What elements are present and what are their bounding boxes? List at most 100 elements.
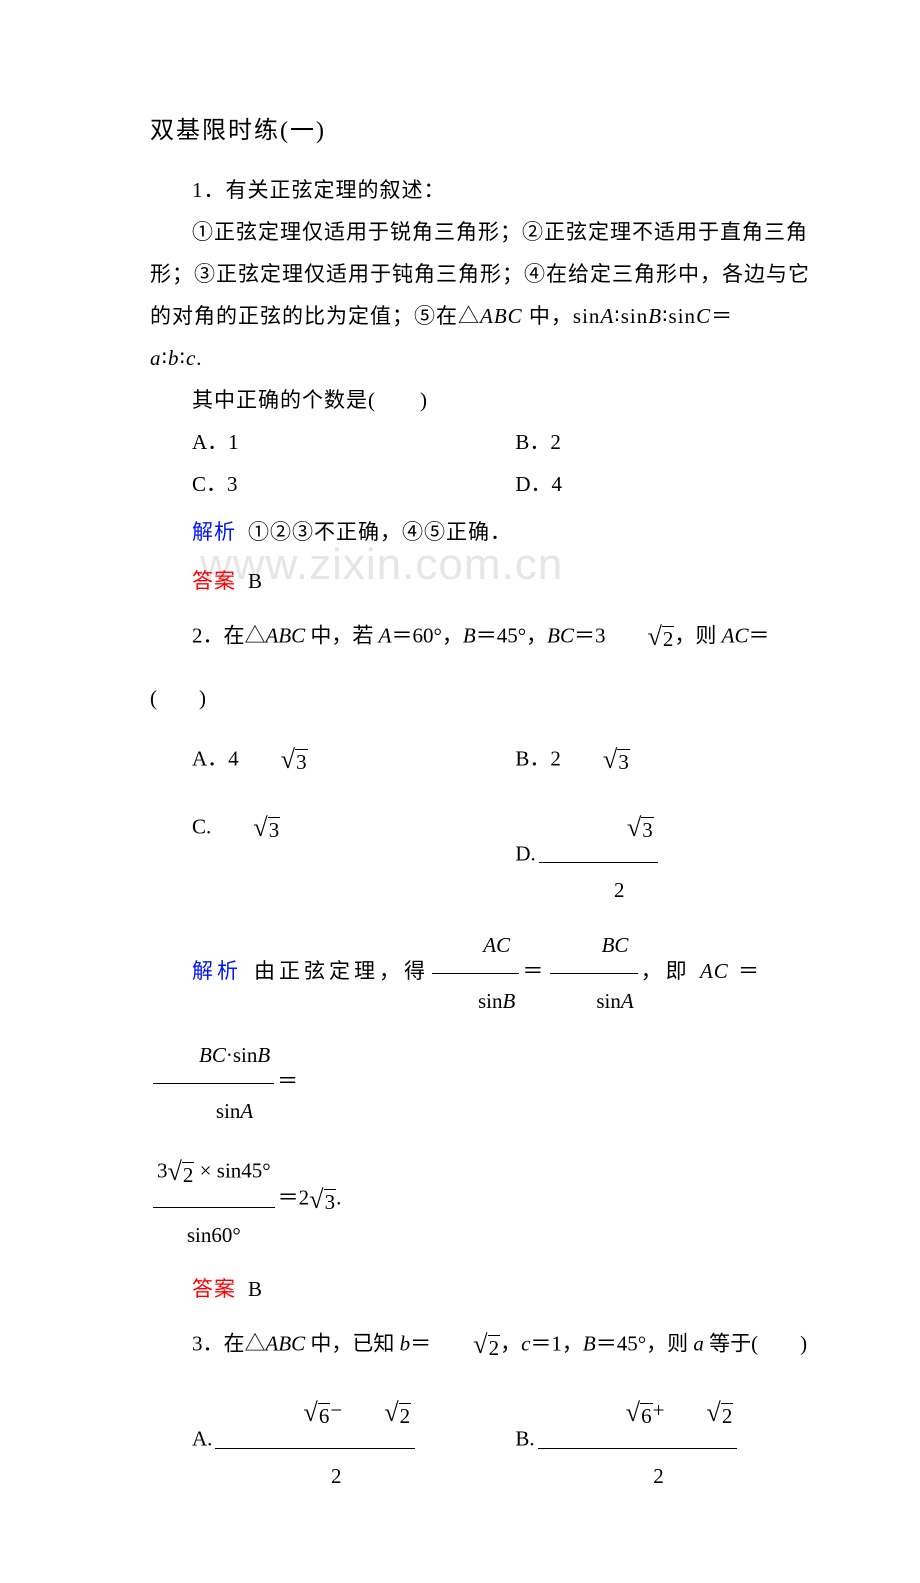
abc-text: ABC	[480, 304, 523, 328]
den2a: 2	[539, 862, 658, 918]
fraction: √6−√22	[215, 1379, 415, 1503]
daan-label: 答案	[192, 570, 236, 593]
q3b: b	[400, 1332, 411, 1356]
q2-opt-b: B．2√3	[473, 726, 810, 794]
q3-opt-b: B.√6+√22	[473, 1379, 810, 1503]
sqrt-icon: √2	[431, 1311, 500, 1379]
fraction: BC sinA	[550, 918, 637, 1028]
q2-analysis-line2: 3√2 × sin45°sin60°＝2√3.	[150, 1138, 810, 1262]
q2s4: ＝45°，	[476, 623, 547, 647]
q3s5: ＝1，	[530, 1332, 583, 1356]
q2-answer-text: B	[248, 1277, 263, 1301]
den2b: 2	[215, 1448, 415, 1504]
q3A1: A.	[192, 1427, 212, 1451]
q1-options-row1: A．1 B．2	[150, 421, 810, 463]
q2D1: D.	[515, 842, 535, 866]
sqrt-icon: √3	[309, 1166, 336, 1234]
q1-body-3: 的对角的正弦的比为定值；⑤在△ABC 中，sinA∶sinB∶sinC＝	[150, 295, 810, 337]
sqrt3d: 3	[641, 817, 654, 842]
q2-options-row2: C.√3 D. √3 2	[150, 794, 810, 918]
q3s6: ＝45°，则	[596, 1332, 694, 1356]
q2A1: A．4	[192, 746, 239, 770]
q2s3: ＝60°，	[392, 623, 463, 647]
page-title: 双基限时练(一)	[150, 110, 810, 145]
den2c: 2	[538, 1448, 738, 1504]
q1-opt-b: B．2	[473, 421, 810, 463]
sqrt-icon: √2	[605, 603, 674, 671]
q3-opt-a: A.√6−√22	[150, 1379, 473, 1503]
q3c: c	[521, 1332, 530, 1356]
q2C1: C.	[192, 814, 211, 838]
sqrt2d: 2	[399, 1403, 412, 1428]
fraction: √32	[539, 794, 658, 918]
q2s6: ，则	[674, 623, 721, 647]
sin45t: × sin45°	[194, 1159, 270, 1183]
q1-b4-dot: .	[196, 346, 202, 370]
q3B1: B.	[515, 1427, 534, 1451]
q1-options-row2: C．3 D．4	[150, 463, 810, 505]
q1-opt-d: D．4	[473, 463, 810, 505]
q3abc: ABC	[266, 1332, 306, 1356]
q2-analysis: 解析由正弦定理，得ACsinB＝BCsinA，即 AC ＝ BC·sinBsin…	[150, 918, 810, 1138]
sqrt2c: 2	[488, 1335, 501, 1360]
q2B: B	[463, 623, 476, 647]
sqrt6b: 6	[640, 1403, 653, 1428]
q3B: B	[583, 1332, 596, 1356]
q3s3: ＝	[410, 1332, 431, 1356]
fB: B	[503, 989, 516, 1013]
q3s4: ，	[500, 1332, 521, 1356]
q1-b3-t1: 的对角的正弦的比为定值；⑤在△	[150, 304, 480, 328]
daan-label: 答案	[192, 1278, 236, 1301]
jiexi-label: 解析	[192, 521, 236, 544]
q2jx3: ，即	[641, 959, 700, 983]
q2jx4: ＝	[729, 959, 763, 983]
fBC: BC	[550, 918, 637, 973]
q1-b3-t4: sin	[669, 304, 697, 328]
q2B1: B．2	[515, 746, 561, 770]
fA: A	[621, 989, 634, 1013]
mA: A	[600, 304, 614, 328]
q1-analysis-text: ①②③不正确，④⑤正确．	[248, 521, 512, 544]
q2-opt-c: C.√3	[150, 794, 473, 918]
B4: B	[257, 1043, 270, 1067]
A4: A	[240, 1099, 253, 1123]
sqrt3b: 3	[617, 749, 630, 774]
sqrt-icon: √3	[211, 794, 280, 862]
q2-jx1: 由正弦定理，得	[254, 959, 429, 983]
document-content: 双基限时练(一) 1．有关正弦定理的叙述： ①正弦定理仅适用于锐角三角形；②正弦…	[150, 110, 810, 1503]
q1-opt-a: A．1	[150, 421, 473, 463]
fraction: ACsinB	[432, 918, 519, 1028]
ma: a	[150, 346, 162, 370]
q2jx6: ＝2	[278, 1186, 310, 1210]
q3-options-row1: A.√6−√22 B.√6+√22	[150, 1379, 810, 1503]
q1-body-4: a∶b∶c.	[150, 337, 810, 379]
q2-answer: 答案 B	[150, 1268, 810, 1311]
q2A: A	[379, 623, 392, 647]
n3: 3	[157, 1159, 168, 1183]
fraction: BC·sinBsinA	[153, 1028, 274, 1138]
q3a: a	[693, 1332, 704, 1356]
q2ac: AC	[722, 623, 749, 647]
q1-b3-t2: 中，sin	[523, 304, 601, 328]
sin60t: sin60°	[153, 1207, 275, 1263]
fsinA: sin	[596, 989, 621, 1013]
q2jx2: ＝	[522, 959, 547, 983]
sqrt-icon: √3	[239, 726, 308, 794]
fAC: AC	[432, 918, 519, 973]
q1-body-1: ①正弦定理仅适用于锐角三角形；②正弦定理不适用于直角三角	[150, 211, 810, 253]
q3s2: 中，已知	[310, 1332, 399, 1356]
q2jx5: ＝	[277, 1069, 302, 1093]
sqrt-icon: √3	[561, 726, 630, 794]
jiexi-label: 解析	[192, 960, 242, 983]
q1-b3-t3: sin	[621, 304, 649, 328]
q3s1: 3．在△	[192, 1332, 266, 1356]
q2s1: 2．在△	[192, 623, 266, 647]
q1-answer-text: B	[248, 569, 263, 593]
q1-b3-t5: ＝	[711, 304, 733, 328]
q2-opt-a: A．4√3	[150, 726, 473, 794]
sqrt3e: 3	[324, 1189, 337, 1214]
q1-body-2: 形；③正弦定理仅适用于钝角三角形；④在给定三角形中，各边与它	[150, 253, 810, 295]
mB: B	[648, 304, 662, 328]
fraction: 3√2 × sin45°sin60°	[153, 1138, 275, 1262]
q2s5: ＝3	[574, 623, 606, 647]
